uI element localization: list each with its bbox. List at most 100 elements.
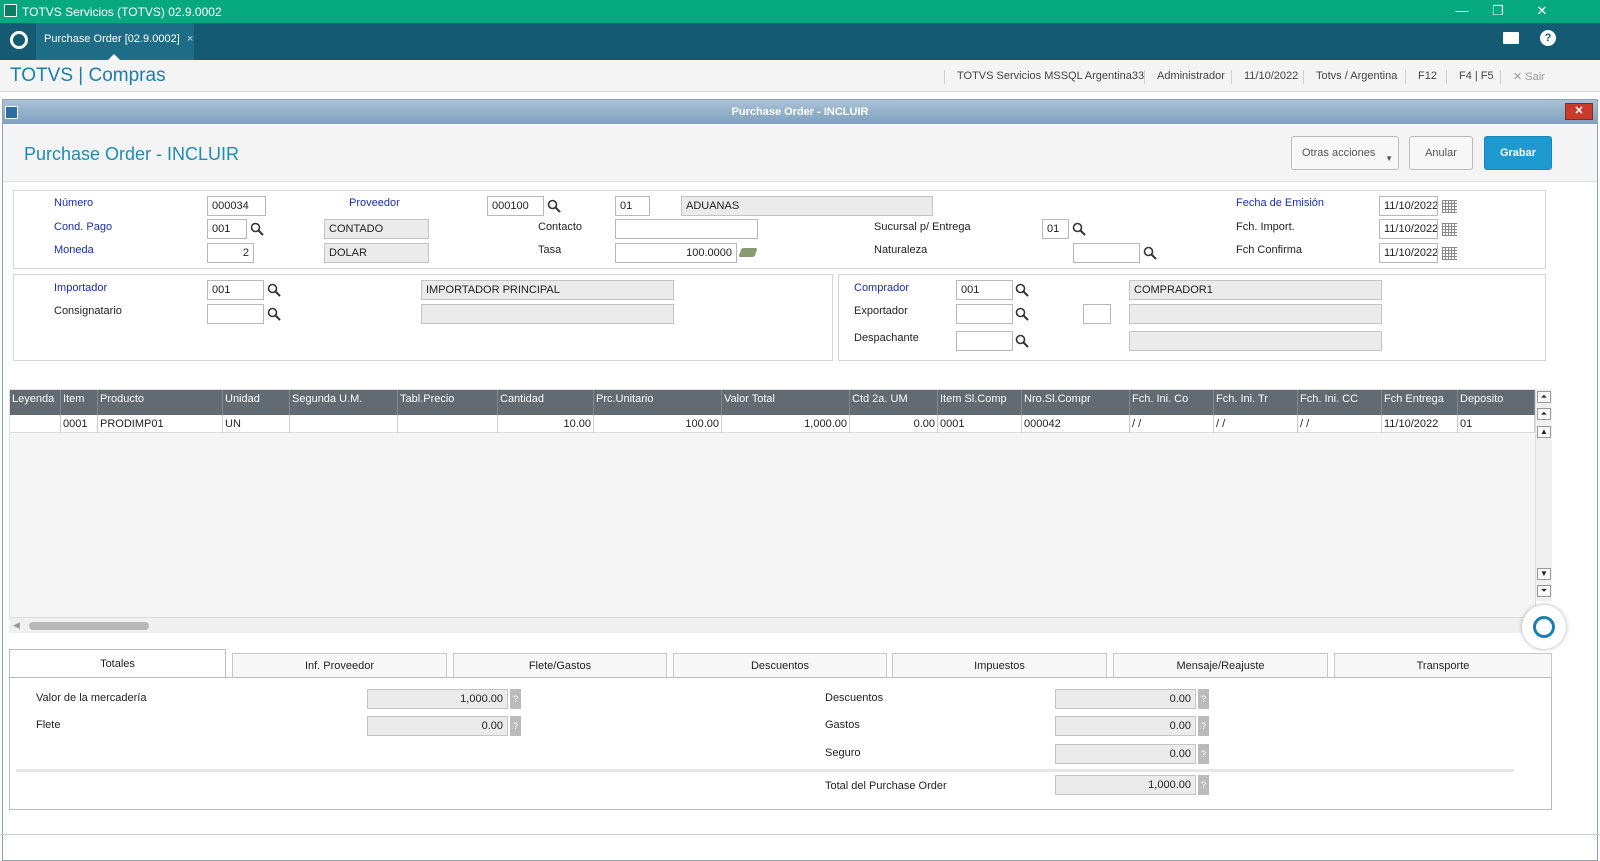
comprador-search-icon[interactable]: [1015, 283, 1029, 297]
proveedor-search-icon[interactable]: [547, 199, 561, 213]
column-header[interactable]: Ctd 2a. UM: [850, 390, 938, 415]
column-header[interactable]: Fch. Ini. Tr: [1214, 390, 1298, 415]
tab-purchase-order[interactable]: Purchase Order [02.9.0002] ×: [36, 23, 194, 60]
column-header[interactable]: Deposito: [1458, 390, 1535, 415]
cond-pago-field[interactable]: 001: [207, 219, 247, 239]
scroll-page-up-icon[interactable]: ⏶: [1537, 408, 1551, 420]
scroll-first-icon[interactable]: ⏶: [1537, 391, 1551, 403]
proveedor-code-field[interactable]: 000100: [487, 196, 544, 216]
importador-label: Importador: [54, 282, 108, 294]
help-icon[interactable]: ?: [510, 689, 521, 709]
fch-confirma-field[interactable]: 11/10/2022: [1379, 243, 1438, 263]
scroll-left-icon[interactable]: ◀: [13, 620, 20, 630]
scroll-page-down-icon[interactable]: ⏷: [1537, 585, 1551, 597]
despachante-search-icon[interactable]: [1015, 334, 1029, 348]
naturaleza-search-icon[interactable]: [1143, 246, 1157, 260]
despachante-field[interactable]: [956, 331, 1013, 351]
exit-button[interactable]: ✕ Sair: [1500, 70, 1545, 84]
restore-icon[interactable]: ❐: [1492, 3, 1504, 18]
scroll-up-icon[interactable]: ▲: [1537, 426, 1551, 438]
column-header[interactable]: Cantidad: [498, 390, 594, 415]
column-header[interactable]: Leyenda: [10, 390, 61, 415]
chat-assistant-button[interactable]: [1522, 605, 1566, 649]
grid-vertical-scrollbar[interactable]: ⏶ ⏶ ▲ ▼ ⏷: [1536, 389, 1552, 601]
consignatario-search-icon[interactable]: [267, 307, 281, 321]
app-header: TOTVS | Compras TOTVS Servicios MSSQL Ar…: [0, 60, 1600, 92]
help-icon[interactable]: ?: [510, 716, 521, 736]
moneda-field[interactable]: 2: [207, 243, 254, 263]
despachante-label: Despachante: [854, 332, 919, 344]
column-header[interactable]: Producto: [98, 390, 223, 415]
column-header[interactable]: Valor Total: [722, 390, 850, 415]
column-header[interactable]: Fch. Ini. CC: [1298, 390, 1382, 415]
anular-button[interactable]: Anular: [1409, 136, 1473, 170]
fecha-emision-field[interactable]: 11/10/2022: [1379, 196, 1438, 216]
help-icon[interactable]: ?: [1198, 744, 1209, 764]
table-cell: 0001: [61, 415, 98, 433]
column-header[interactable]: Prc.Unitario: [594, 390, 722, 415]
tab-impuestos[interactable]: Impuestos: [892, 653, 1107, 678]
consignatario-field[interactable]: [207, 304, 264, 324]
totvs-logo-icon[interactable]: [10, 31, 28, 49]
tab-label: Purchase Order [02.9.0002]: [44, 33, 180, 45]
column-header[interactable]: Fch Entrega: [1382, 390, 1458, 415]
chevron-down-icon: ▼: [1385, 154, 1393, 163]
despachante-desc-field: [1129, 331, 1382, 351]
exportador-field[interactable]: [956, 304, 1013, 324]
tasa-field[interactable]: 100.0000: [615, 243, 737, 263]
calendar-icon[interactable]: [1442, 247, 1457, 260]
calendar-icon[interactable]: [1442, 200, 1457, 213]
descuentos-label: Descuentos: [825, 692, 884, 704]
table-row[interactable]: 0001 PRODIMP01 UN 10.00 100.00 1,000.00 0.00 00…: [10, 415, 1535, 433]
tab-inf-proveedor[interactable]: Inf. Proveedor: [232, 653, 447, 678]
minimize-icon[interactable]: —: [1455, 3, 1469, 18]
tab-mensaje-reajuste[interactable]: Mensaje/Reajuste: [1113, 653, 1328, 678]
cond-pago-search-icon[interactable]: [250, 222, 264, 236]
table-cell: 0001: [938, 415, 1022, 433]
exportador-search-icon[interactable]: [1015, 307, 1029, 321]
close-window-icon[interactable]: ✕: [1536, 3, 1548, 18]
window-title: TOTVS Servicios (TOTVS) 02.9.0002: [22, 5, 222, 19]
column-header[interactable]: Item: [61, 390, 98, 415]
grabar-button[interactable]: Grabar: [1484, 136, 1552, 170]
table-cell: / /: [1298, 415, 1382, 433]
importador-field[interactable]: 001: [207, 280, 264, 300]
help-icon[interactable]: ?: [1198, 716, 1209, 736]
tab-descuentos[interactable]: Descuentos: [673, 653, 887, 678]
proveedor-tienda-field[interactable]: 01: [615, 196, 650, 216]
help-icon[interactable]: ?: [1540, 30, 1556, 46]
column-header[interactable]: Nro.Sl.Compr: [1022, 390, 1130, 415]
contacto-field[interactable]: [615, 219, 758, 239]
f12-shortcut[interactable]: F12: [1405, 70, 1437, 84]
tab-flete-gastos[interactable]: Flete/Gastos: [453, 653, 667, 678]
calendar-icon[interactable]: [1442, 223, 1457, 236]
money-icon[interactable]: [738, 248, 758, 257]
column-header[interactable]: Tabl.Precio: [398, 390, 498, 415]
exportador-extra-field[interactable]: [1083, 304, 1111, 324]
column-header[interactable]: Fch. Ini. Co: [1130, 390, 1214, 415]
tab-close-icon[interactable]: ×: [186, 33, 194, 45]
naturaleza-field[interactable]: [1073, 243, 1140, 263]
tab-transporte[interactable]: Transporte: [1334, 653, 1552, 678]
dialog-minimize-icon[interactable]: [5, 106, 18, 119]
grid-horizontal-scrollbar[interactable]: ◀: [9, 617, 1536, 633]
help-icon[interactable]: ?: [1198, 775, 1209, 795]
fch-import-field[interactable]: 11/10/2022: [1379, 219, 1438, 239]
otras-acciones-button[interactable]: Otras acciones ▼: [1291, 136, 1399, 170]
importador-search-icon[interactable]: [267, 283, 281, 297]
column-header[interactable]: Item Sl.Comp: [938, 390, 1022, 415]
numero-field[interactable]: 000034: [207, 196, 266, 216]
comprador-field[interactable]: 001: [956, 280, 1013, 300]
comprador-label: Comprador: [854, 282, 910, 294]
scrollbar-thumb[interactable]: [29, 622, 149, 630]
dialog-close-button[interactable]: ✕: [1565, 103, 1593, 120]
scroll-down-icon[interactable]: ▼: [1537, 568, 1551, 580]
help-icon[interactable]: ?: [1198, 689, 1209, 709]
column-header[interactable]: Segunda U.M.: [290, 390, 398, 415]
sucursal-search-icon[interactable]: [1072, 222, 1086, 236]
f4f5-shortcut[interactable]: F4 | F5: [1446, 70, 1494, 84]
tab-totales[interactable]: Totales: [9, 649, 226, 679]
mail-icon[interactable]: [1503, 32, 1519, 44]
column-header[interactable]: Unidad: [223, 390, 290, 415]
sucursal-field[interactable]: 01: [1042, 219, 1069, 239]
